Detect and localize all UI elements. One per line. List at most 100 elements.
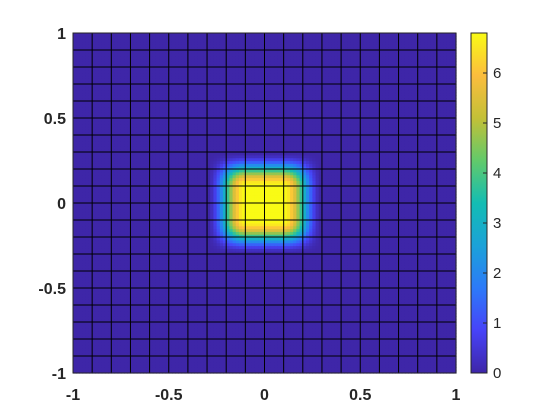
heatmap-cell	[101, 50, 106, 54]
heatmap-cell	[124, 186, 128, 190]
heatmap-cell	[104, 86, 109, 91]
heatmap-cell	[82, 197, 87, 201]
heatmap-cell	[88, 84, 93, 88]
heatmap-cell	[98, 69, 103, 74]
heatmap-cell	[101, 101, 106, 105]
heatmap-cell	[79, 205, 84, 210]
heatmap-cell	[114, 84, 119, 88]
heatmap-cell	[73, 356, 77, 360]
heatmap-cell	[76, 242, 80, 247]
heatmap-cell	[124, 231, 128, 235]
heatmap-cell	[73, 98, 77, 102]
heatmap-cell	[108, 259, 112, 264]
heatmap-cell	[95, 67, 100, 71]
heatmap-cell	[104, 296, 109, 300]
heatmap-cell	[127, 33, 132, 37]
heatmap-cell	[76, 166, 80, 170]
heatmap-cell	[124, 146, 128, 150]
heatmap-cell	[76, 118, 80, 122]
heatmap-cell	[130, 271, 135, 275]
heatmap-cell	[95, 81, 100, 85]
heatmap-cell	[127, 324, 132, 329]
heatmap-cell	[98, 288, 103, 292]
heatmap-cell	[124, 44, 128, 48]
heatmap-cell	[104, 271, 109, 275]
heatmap-cell	[73, 160, 77, 164]
heatmap-cell	[108, 208, 112, 213]
heatmap-cell	[104, 344, 109, 349]
heatmap-cell	[111, 313, 116, 317]
heatmap-cell	[85, 205, 90, 210]
heatmap-cell	[101, 217, 106, 221]
heatmap-cell	[111, 123, 116, 128]
heatmap-cell	[92, 344, 96, 349]
heatmap-cell	[117, 361, 122, 366]
heatmap-cell	[73, 330, 77, 334]
heatmap-cell	[76, 222, 80, 227]
heatmap-cell	[82, 132, 87, 136]
heatmap-cell	[117, 169, 122, 173]
heatmap-cell	[120, 61, 125, 65]
heatmap-cell	[120, 52, 125, 57]
heatmap-cell	[88, 101, 93, 105]
heatmap-cell	[101, 33, 106, 37]
heatmap-cell	[92, 203, 96, 207]
heatmap-cell	[104, 58, 109, 62]
heatmap-cell	[101, 222, 106, 227]
heatmap-cell	[104, 222, 109, 227]
heatmap-cell	[127, 262, 132, 266]
heatmap-cell	[101, 75, 106, 79]
heatmap-cell	[124, 61, 128, 65]
heatmap-cell	[117, 140, 122, 145]
heatmap-cell	[108, 339, 112, 343]
heatmap-cell	[82, 163, 87, 167]
heatmap-cell	[73, 310, 77, 315]
heatmap-cell	[104, 101, 109, 105]
heatmap-cell	[85, 86, 90, 91]
heatmap-cell	[95, 95, 100, 99]
heatmap-cell	[101, 191, 106, 196]
heatmap-cell	[76, 38, 80, 43]
heatmap-cell	[76, 64, 80, 68]
heatmap-cell	[108, 58, 112, 62]
heatmap-cell	[120, 89, 125, 94]
heatmap-cell	[101, 361, 106, 366]
heatmap-cell	[104, 310, 109, 315]
heatmap-cell	[95, 35, 100, 40]
heatmap-cell	[73, 234, 77, 238]
heatmap-cell	[127, 177, 132, 181]
heatmap-cell	[92, 98, 96, 102]
heatmap-cell	[114, 33, 119, 37]
heatmap-cell	[98, 166, 103, 170]
heatmap-cell	[104, 33, 109, 37]
heatmap-cell	[73, 222, 77, 227]
heatmap-cell	[95, 336, 100, 340]
heatmap-cell	[111, 361, 116, 366]
heatmap-cell	[127, 282, 132, 286]
heatmap-cell	[76, 58, 80, 62]
heatmap-cell	[76, 137, 80, 142]
heatmap-cell	[92, 242, 96, 247]
heatmap-cell	[127, 47, 132, 51]
heatmap-cell	[111, 58, 116, 62]
heatmap-cell	[73, 50, 77, 54]
heatmap-cell	[95, 367, 100, 371]
heatmap-cell	[95, 259, 100, 264]
heatmap-cell	[73, 52, 77, 57]
heatmap-cell	[101, 143, 106, 147]
heatmap-cell	[88, 296, 93, 300]
heatmap-cell	[76, 69, 80, 74]
heatmap-cell	[101, 169, 106, 173]
heatmap-cell	[104, 52, 109, 57]
heatmap-cell	[101, 81, 106, 85]
heatmap-cell	[114, 203, 119, 207]
heatmap-cell	[117, 174, 122, 179]
heatmap-cell	[111, 330, 116, 334]
heatmap-cell	[104, 92, 109, 96]
heatmap-cell	[124, 305, 128, 309]
heatmap-cell	[120, 214, 125, 218]
heatmap-cell	[104, 259, 109, 264]
heatmap-cell	[101, 271, 106, 275]
heatmap-cell	[92, 95, 96, 99]
heatmap-cell	[79, 222, 84, 227]
